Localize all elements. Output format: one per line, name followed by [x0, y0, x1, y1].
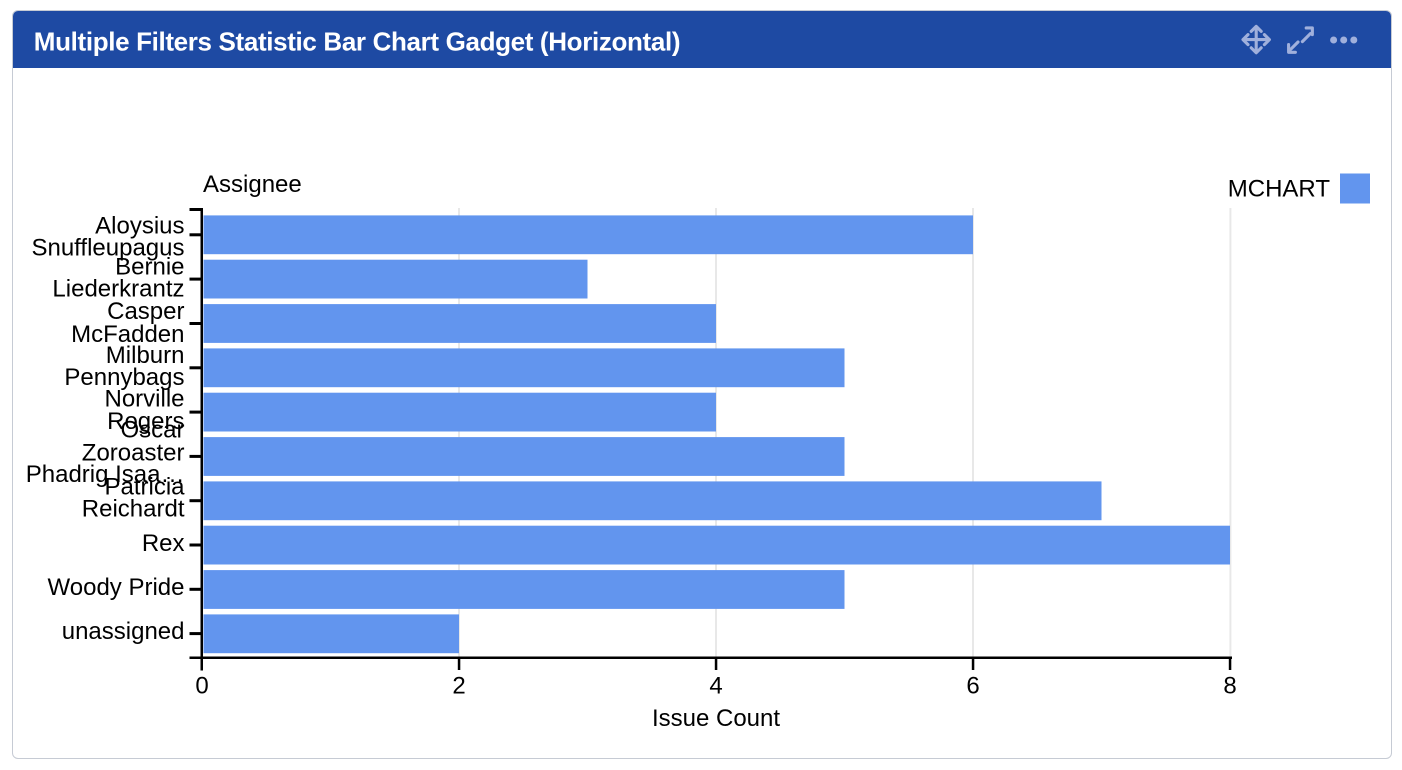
- svg-text:Rex: Rex: [142, 530, 185, 557]
- svg-text:MCHART: MCHART: [1228, 176, 1331, 203]
- svg-text:Pennybags: Pennybags: [64, 364, 184, 391]
- svg-text:Liederkrantz: Liederkrantz: [52, 276, 184, 303]
- svg-text:Reichardt: Reichardt: [82, 495, 185, 522]
- svg-text:Oscar: Oscar: [120, 417, 184, 444]
- svg-text:6: 6: [966, 673, 979, 700]
- svg-text:8: 8: [1223, 673, 1236, 700]
- svg-text:Phadrig Isaa…: Phadrig Isaa…: [26, 461, 185, 488]
- svg-text:Snuffleupagus: Snuffleupagus: [31, 235, 184, 262]
- svg-text:Patricia: Patricia: [104, 473, 185, 500]
- svg-text:Norville: Norville: [104, 385, 184, 412]
- svg-text:0: 0: [195, 673, 208, 700]
- svg-text:Rogers: Rogers: [107, 408, 184, 435]
- svg-text:McFadden: McFadden: [71, 321, 184, 348]
- svg-text:Issue Count: Issue Count: [652, 705, 780, 732]
- svg-text:4: 4: [709, 673, 722, 700]
- svg-text:Bernie: Bernie: [115, 254, 184, 281]
- svg-text:Woody Pride: Woody Pride: [48, 574, 185, 601]
- svg-text:Casper: Casper: [107, 298, 184, 325]
- svg-text:Assignee: Assignee: [203, 171, 302, 198]
- svg-text:Milburn: Milburn: [106, 342, 185, 369]
- svg-text:Zoroaster: Zoroaster: [82, 440, 185, 467]
- svg-text:unassigned: unassigned: [62, 618, 185, 645]
- svg-text:Aloysius: Aloysius: [95, 213, 184, 240]
- svg-text:Multiple Filters Statistic Bar: Multiple Filters Statistic Bar Chart Gad…: [34, 27, 680, 57]
- svg-text:2: 2: [452, 673, 465, 700]
